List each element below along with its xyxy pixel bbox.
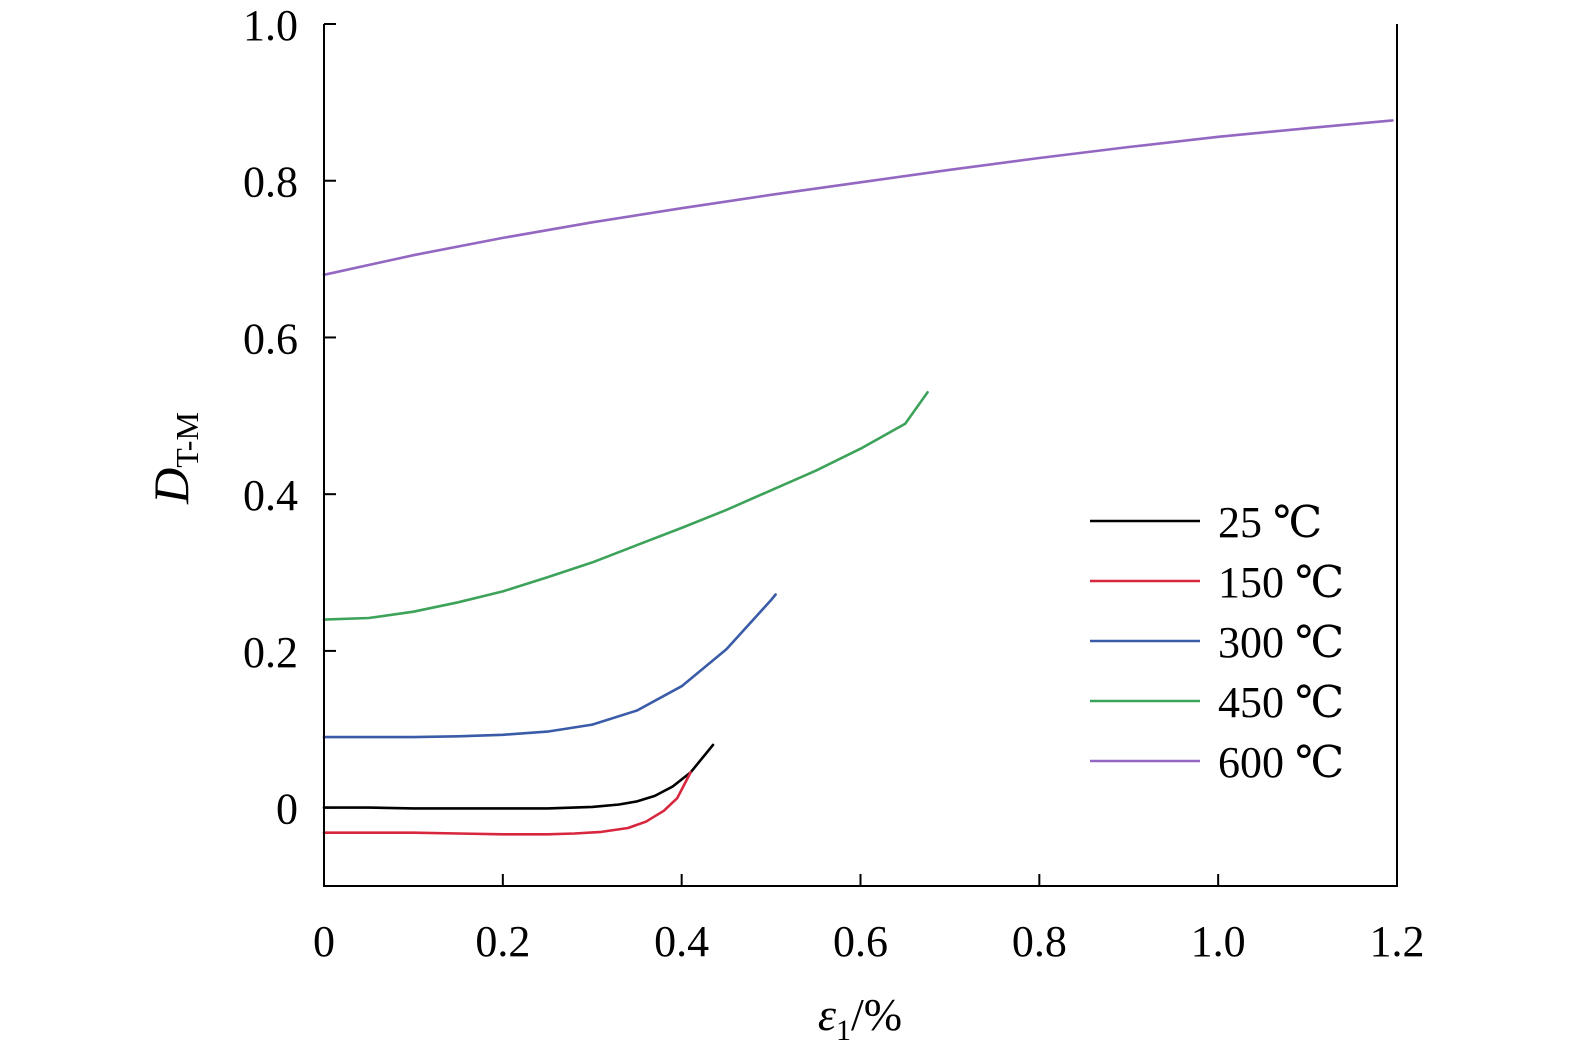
x-tick-label: 0 bbox=[313, 917, 335, 966]
series-layer bbox=[322, 119, 1394, 836]
legend-label: 450 ℃ bbox=[1218, 678, 1344, 727]
x-tick-label: 0.2 bbox=[475, 917, 530, 966]
series-line-2 bbox=[322, 771, 692, 836]
legend: 25 ℃ 150 ℃ 300 ℃ 450 ℃ 600 ℃ bbox=[1090, 498, 1344, 787]
series-line-1 bbox=[322, 743, 715, 810]
y-tick-label: 0.2 bbox=[243, 628, 298, 677]
x-tick-label: 0.6 bbox=[833, 917, 888, 966]
x-tick-label: 1.2 bbox=[1370, 917, 1425, 966]
legend-label: 25 ℃ bbox=[1218, 498, 1322, 547]
x-tick-label: 1.0 bbox=[1191, 917, 1246, 966]
x-axis-title: ε1/% bbox=[818, 989, 902, 1047]
x-tick-label: 0.8 bbox=[1012, 917, 1067, 966]
y-axis-title: DT-M bbox=[143, 412, 205, 505]
y-tick-label: 0.6 bbox=[243, 314, 298, 363]
y-tick-label: 1.0 bbox=[243, 1, 298, 50]
y-tick-label: 0.4 bbox=[243, 471, 298, 520]
legend-label: 300 ℃ bbox=[1218, 618, 1344, 667]
series-line-3 bbox=[322, 593, 777, 739]
series-line-5 bbox=[322, 119, 1394, 277]
legend-label: 600 ℃ bbox=[1218, 738, 1344, 787]
x-tick-label: 0.4 bbox=[654, 917, 709, 966]
legend-label: 150 ℃ bbox=[1218, 558, 1344, 607]
series-line-4 bbox=[322, 390, 929, 621]
axes: 0 0.2 0.4 0.6 0.8 1.0 1.2 0 0.2 0.4 0.6 0.8 1.0 bbox=[243, 1, 1425, 966]
y-tick-label: 0 bbox=[276, 785, 298, 834]
y-tick-label: 0.8 bbox=[243, 158, 298, 207]
